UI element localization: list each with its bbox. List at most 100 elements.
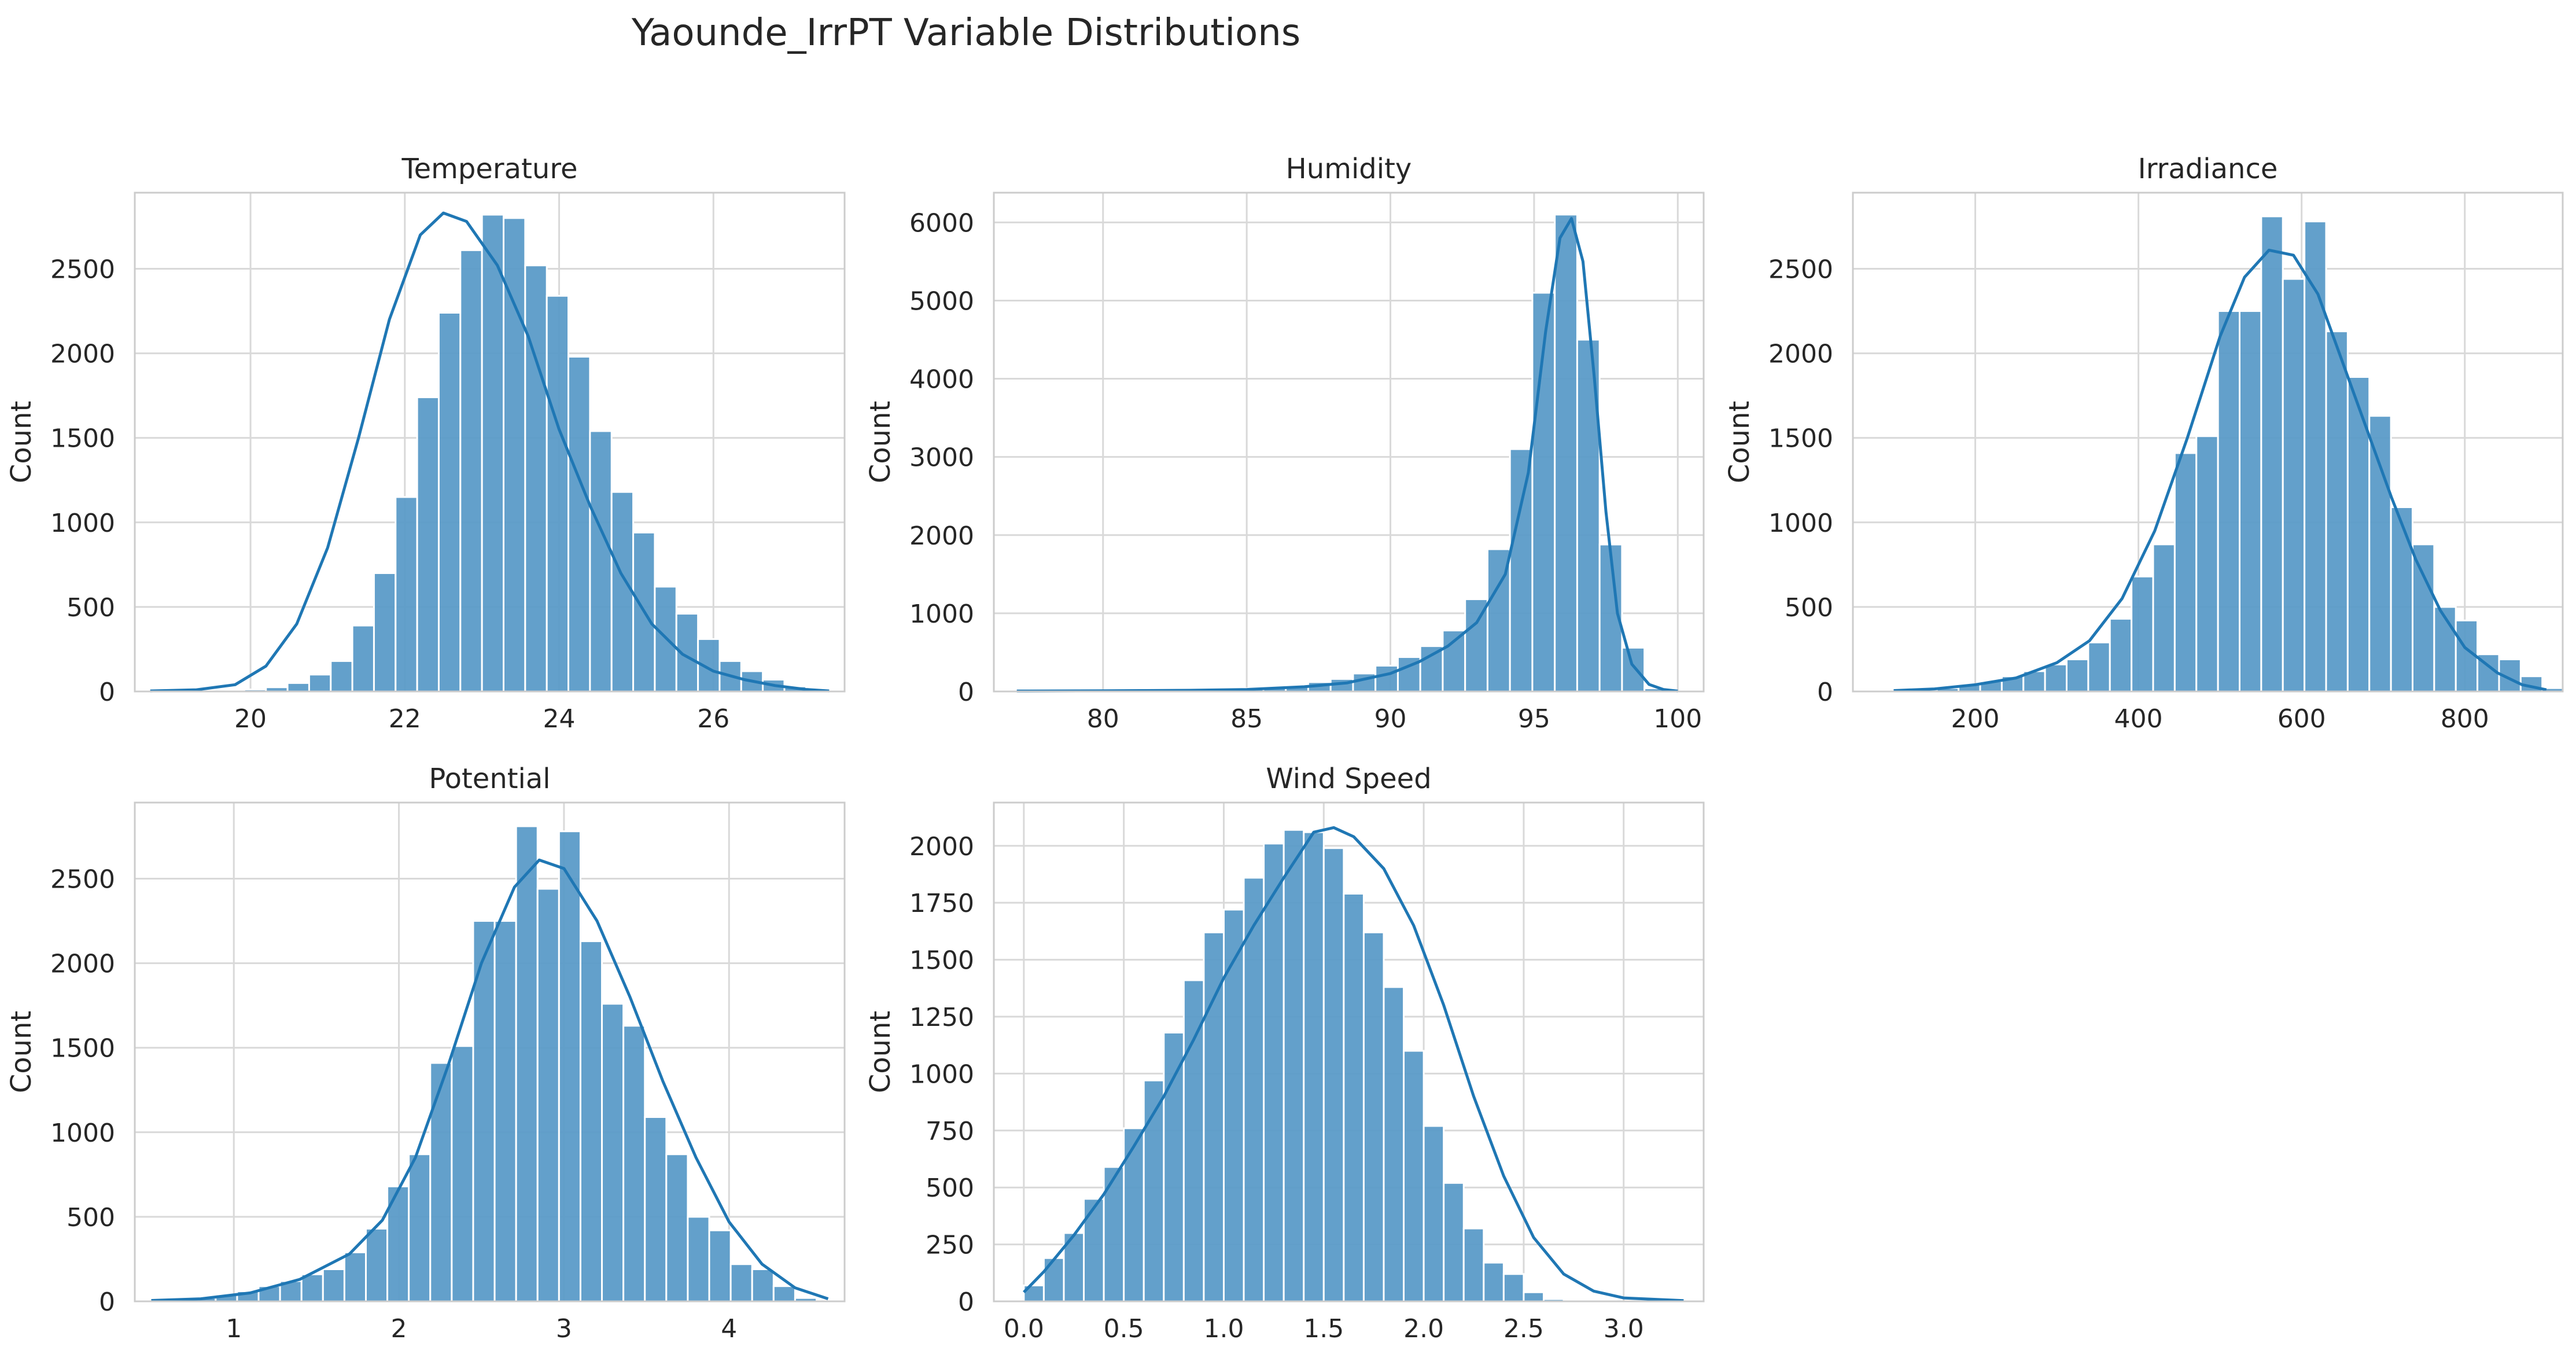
irradiance-bar [2066, 658, 2089, 693]
wind-speed-bar [1283, 829, 1305, 1303]
panel-irradiance: 200 400 600 800 0 500 1000 1500 2000 2500 Count Irr… [1723, 153, 2565, 734]
wind-speed-x-tick-label: 0.0 [1004, 1314, 1044, 1344]
temperature-x-tick-label: 24 [543, 704, 576, 734]
wind-speed-bar [1263, 842, 1285, 1303]
humidity-bar [1621, 646, 1646, 693]
wind-speed-y-tick-label: 250 [926, 1231, 974, 1260]
humidity-x-tick-label: 100 [1653, 704, 1702, 734]
irradiance-bar [2109, 617, 2133, 693]
irradiance-bar [2325, 330, 2349, 693]
temperature-bar [589, 430, 613, 693]
humidity-bar [1554, 214, 1578, 693]
temperature-x-tick-label: 20 [234, 704, 267, 734]
potential-x-tick-label: 2 [391, 1314, 407, 1344]
temperature-y-tick-label: 0 [99, 678, 115, 707]
potential-kde-line [151, 858, 829, 1302]
potential-bar [451, 1045, 474, 1303]
wind-speed-bar [1483, 1261, 1505, 1303]
humidity-title: Humidity [1286, 153, 1412, 185]
potential-bar [772, 1285, 796, 1303]
potential-bar [601, 1003, 625, 1303]
temperature-bar [524, 264, 548, 693]
humidity-kde-line [1016, 217, 1678, 693]
potential-x-tick-label: 1 [226, 1314, 242, 1344]
temperature-bar [330, 660, 353, 693]
irradiance-bar [2411, 543, 2435, 693]
wind-speed-bar [1243, 877, 1265, 1303]
potential-bar [708, 1229, 732, 1303]
humidity-y-tick-label: 1000 [909, 599, 974, 629]
potential-bar [515, 825, 539, 1303]
temperature-bar [567, 355, 591, 693]
temperature-title: Temperature [401, 153, 577, 185]
wind-speed-bar [1403, 1050, 1425, 1303]
wind-speed-bar [1443, 1182, 1465, 1303]
wind-speed-bar [1222, 908, 1245, 1303]
humidity-y-tick-label: 4000 [909, 365, 974, 395]
potential-frame [134, 801, 846, 1303]
potential-y-tick-label: 1500 [50, 1034, 115, 1064]
potential-bars [150, 825, 817, 1303]
irradiance-title: Irradiance [2138, 153, 2278, 185]
temperature-y-tick-label: 500 [67, 593, 115, 623]
wind-speed-y-tick-label: 1250 [909, 1003, 974, 1032]
irradiance-bar [2390, 506, 2413, 693]
wind-speed-bar [1163, 1032, 1185, 1303]
humidity-bar [1464, 598, 1488, 693]
wind-speed-bar [1383, 986, 1405, 1303]
irradiance-x-tick-label: 800 [2441, 704, 2489, 734]
irradiance-y-tick-label: 1000 [1768, 509, 1833, 538]
potential-bar [729, 1263, 753, 1303]
panel-humidity: 80 85 90 95 1000100020003000400050006000Coun… [864, 153, 1705, 734]
wind-speed-y-tick-label: 1000 [909, 1059, 974, 1089]
wind-speed-bar [1523, 1291, 1545, 1303]
potential-bar [408, 1153, 432, 1303]
humidity-frame [993, 192, 1705, 693]
wind-speed-bar [1322, 847, 1345, 1303]
potential-y-tick-label: 1000 [50, 1119, 115, 1148]
temperature-x-tick-label: 26 [697, 704, 729, 734]
temperature-bar [395, 496, 418, 693]
humidity-x-tick-label: 90 [1374, 704, 1407, 734]
irradiance-bar [2152, 543, 2176, 693]
potential-x-tick-label: 4 [721, 1314, 737, 1344]
wind-speed-x-tick-label: 3.0 [1604, 1314, 1644, 1344]
potential-bar [687, 1216, 710, 1303]
irradiance-bar [2260, 215, 2284, 693]
irradiance-bar [2173, 452, 2198, 693]
irradiance-x-tick-label: 600 [2278, 704, 2326, 734]
wind-speed-bar [1422, 1125, 1445, 1303]
potential-y-tick-label: 500 [67, 1203, 115, 1232]
humidity-y-tick-label: 0 [958, 678, 974, 707]
potential-bar [493, 920, 517, 1303]
potential-bar [751, 1268, 775, 1303]
humidity-x-tick-label: 85 [1230, 704, 1263, 734]
humidity-x-tick-label: 80 [1087, 704, 1119, 734]
humidity-bar [1509, 448, 1534, 693]
wind-speed-bar [1203, 931, 1225, 1303]
temperature-kde-line [150, 211, 830, 693]
irradiance-bar [2195, 435, 2219, 693]
humidity-bars [1016, 214, 1668, 693]
potential-x-tick-label: 3 [556, 1314, 572, 1344]
temperature-bar [351, 624, 375, 693]
potential-bar [322, 1268, 345, 1303]
wind-speed-bar [1362, 931, 1385, 1303]
irradiance-y-tick-label: 2000 [1768, 340, 1833, 369]
irradiance-bar [2131, 575, 2154, 693]
temperature-bar [610, 491, 635, 693]
temperature-y-tick-label: 1500 [50, 424, 115, 454]
wind-speed-title: Wind Speed [1266, 763, 1431, 795]
temperature-bar [546, 295, 570, 693]
potential-bar [622, 1025, 646, 1303]
wind-speed-kde-line [1023, 826, 1684, 1303]
wind-speed-x-tick-label: 2.0 [1403, 1314, 1444, 1344]
wind-speed-y-tick-label: 0 [958, 1287, 974, 1317]
panel-wind-speed: 0.0 0.5 1.0 1.5 2.0 2.5 3.0 0 250 500 750 1000 1250 1… [864, 763, 1705, 1344]
potential-y-axis-label: Count [5, 1011, 38, 1094]
wind-speed-x-tick-label: 0.5 [1104, 1314, 1144, 1344]
wind-speed-bar [1083, 1198, 1105, 1303]
wind-speed-bar [1462, 1227, 1485, 1303]
temperature-bar [481, 214, 505, 693]
